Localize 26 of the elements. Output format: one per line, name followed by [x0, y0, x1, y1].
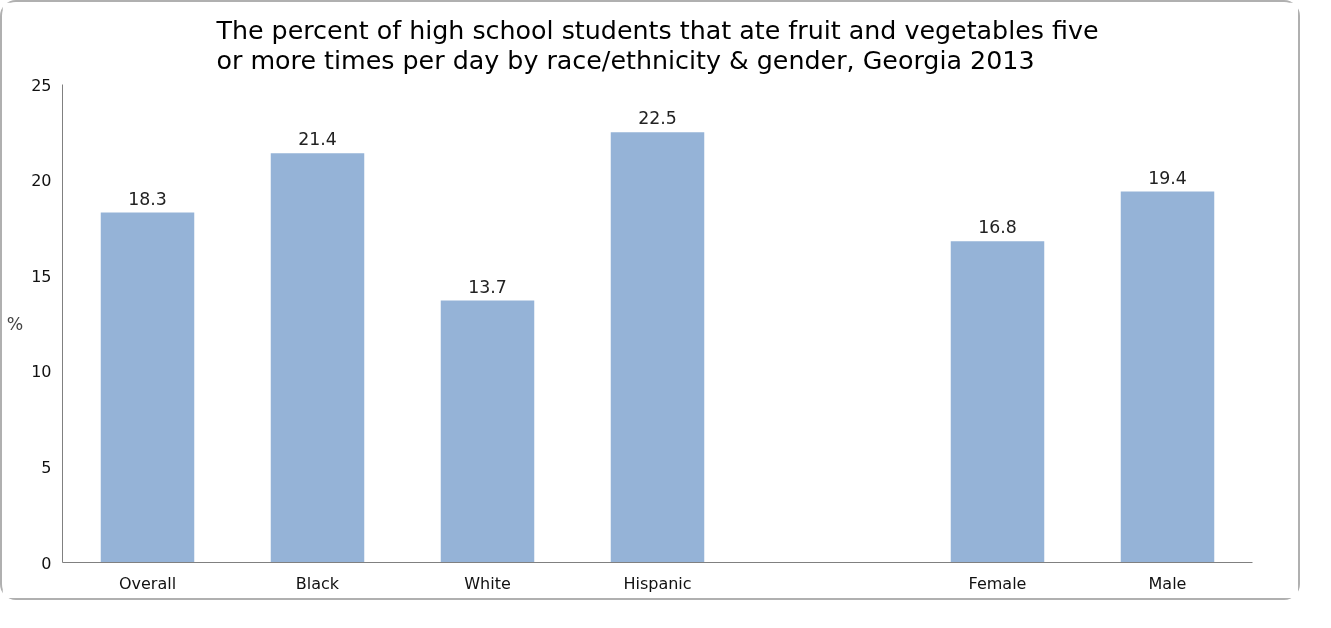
x-tick-label: Male — [1148, 573, 1187, 593]
chart-title: The percent of high school students that ate fruit and vegetables five or more times per day by race/ethnicity & gender, Georgia 2013 — [215, 14, 1099, 75]
bar — [270, 153, 365, 563]
x-tick-label: Hispanic — [623, 573, 692, 593]
data-label: 22.5 — [638, 108, 677, 129]
bar — [440, 300, 535, 563]
bar — [610, 132, 705, 563]
y-tick-label: 15 — [31, 266, 52, 286]
y-tick-label: 10 — [31, 362, 52, 382]
x-tick-label: Female — [968, 573, 1027, 593]
bar — [100, 212, 195, 563]
data-label: 16.8 — [978, 217, 1017, 238]
y-axis-title: % — [6, 313, 24, 334]
x-tick-label: Black — [295, 573, 340, 593]
y-tick-label: 0 — [41, 553, 52, 573]
bar — [950, 241, 1045, 563]
data-label: 19.4 — [1148, 167, 1187, 188]
y-tick-label: 25 — [31, 75, 52, 95]
data-label: 13.7 — [468, 276, 507, 297]
x-tick-label: White — [464, 573, 511, 593]
x-tick-label: Overall — [118, 573, 177, 593]
data-label: 18.3 — [128, 188, 167, 209]
bar — [1120, 191, 1215, 563]
data-label: 21.4 — [298, 129, 337, 150]
y-tick-label: 5 — [41, 457, 52, 477]
y-tick-label: 20 — [31, 171, 52, 191]
